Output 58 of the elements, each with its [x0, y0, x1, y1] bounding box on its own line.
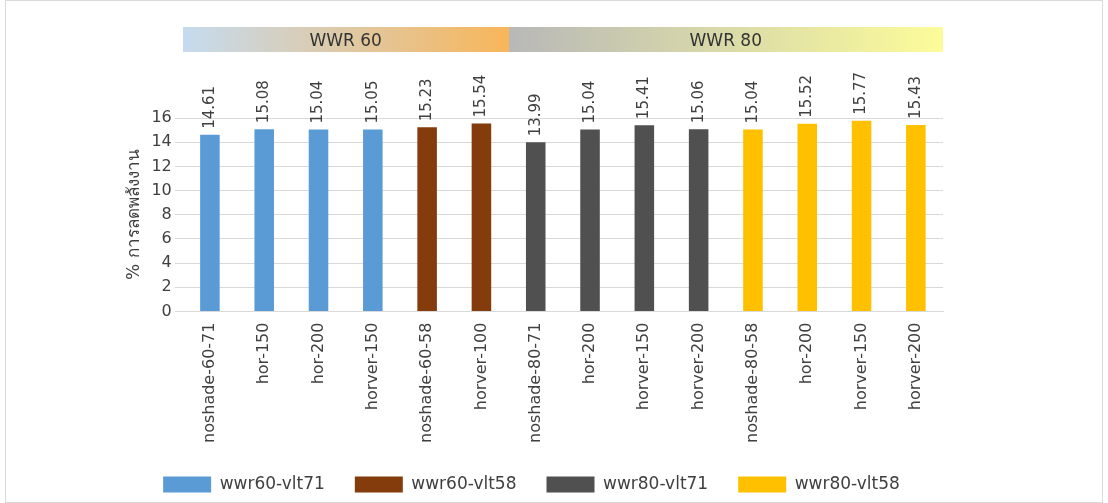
y-tick-label: 12 — [151, 155, 172, 175]
bar — [254, 129, 274, 312]
y-tick-label: 14 — [151, 131, 172, 151]
x-tick-label: hor-150 — [253, 322, 273, 385]
x-tick-label: noshade-80-71 — [524, 322, 544, 444]
bar — [200, 134, 220, 312]
data-label: 15.23 — [417, 78, 436, 122]
bar — [634, 125, 655, 312]
x-tick-label: horver-100 — [470, 322, 490, 411]
bar — [308, 129, 329, 312]
text: WWR 60 — [182, 27, 509, 52]
bar — [525, 142, 546, 312]
y-tick-label: 10 — [151, 179, 172, 199]
bar — [580, 129, 600, 312]
bar — [688, 129, 709, 312]
y-tick-label: 4 — [161, 252, 172, 272]
text: WWR 80 — [508, 27, 943, 52]
y-tick-label: 0 — [161, 300, 172, 320]
data-label: 15.52 — [797, 74, 816, 118]
bar — [363, 129, 383, 312]
legend-label: wwr80-vlt71 — [603, 472, 709, 493]
x-tick-label: hor-200 — [579, 322, 599, 385]
legend-label: wwr60-vlt58 — [411, 472, 517, 493]
data-label: 15.04 — [579, 80, 598, 124]
y-tick-label: 2 — [161, 276, 172, 296]
x-tick-label: hor-200 — [796, 322, 816, 385]
bar — [906, 124, 926, 312]
bar — [743, 129, 763, 312]
data-label: 15.04 — [742, 80, 761, 124]
data-label: 15.41 — [634, 76, 653, 120]
x-tick-label: noshade-60-58 — [416, 322, 436, 444]
y-tick-label: 16 — [151, 107, 172, 127]
y-tick-label: 8 — [161, 203, 172, 223]
x-tick-label: horver-150 — [850, 322, 870, 411]
data-label: 15.54 — [471, 74, 490, 118]
data-label: 15.06 — [688, 80, 707, 124]
bar — [417, 127, 437, 312]
legend-label: wwr80-vlt58 — [794, 472, 900, 493]
x-tick-label: noshade-60-71 — [199, 322, 219, 444]
bar — [797, 123, 818, 312]
bar — [471, 123, 492, 312]
data-label: 14.61 — [199, 85, 218, 129]
data-label: 15.77 — [851, 71, 870, 115]
x-tick-label: horver-200 — [905, 322, 924, 411]
data-label: 15.08 — [254, 80, 273, 124]
x-tick-label: noshade-80-58 — [742, 322, 762, 444]
data-label: 13.99 — [525, 93, 544, 137]
y-axis-title: % การลดพลังงาน — [122, 149, 143, 281]
data-label: 15.05 — [362, 80, 381, 124]
x-tick-label: horver-200 — [687, 322, 707, 411]
legend-label: wwr60-vlt71 — [219, 472, 325, 493]
data-label: 15.04 — [308, 80, 327, 124]
data-label: 15.43 — [905, 75, 924, 119]
bar — [851, 120, 872, 312]
x-tick-label: horver-150 — [361, 322, 381, 411]
x-tick-label: horver-150 — [633, 322, 653, 411]
y-tick-label: 6 — [161, 228, 172, 248]
x-tick-label: hor-200 — [307, 322, 327, 385]
